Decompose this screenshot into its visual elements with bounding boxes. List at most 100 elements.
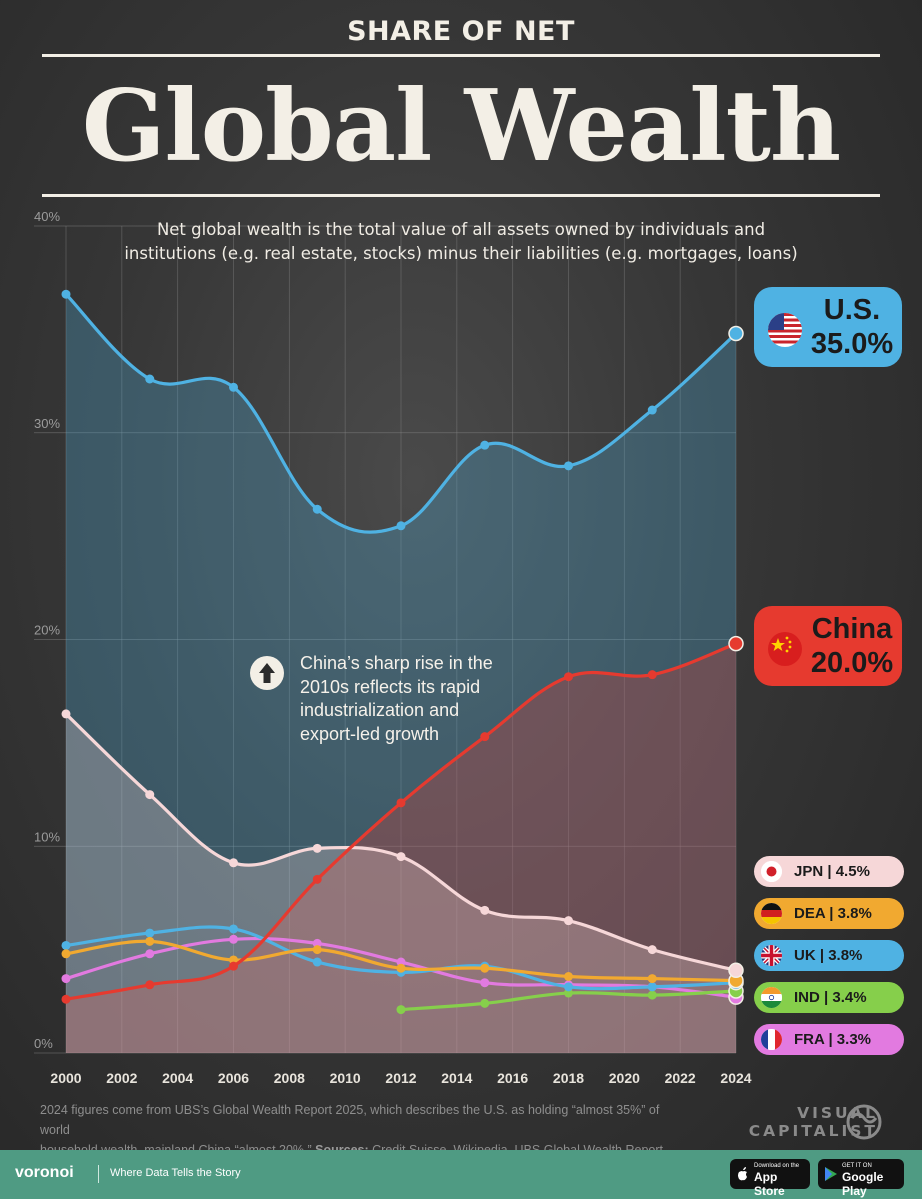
x-tick-label: 2000 xyxy=(50,1070,81,1086)
data-point-jpn xyxy=(647,945,657,955)
us-label-value: 35.0% xyxy=(810,328,894,360)
uk-label-text: UK | 3.8% xyxy=(794,947,863,964)
y-tick-label: 10% xyxy=(34,829,60,844)
data-point-us xyxy=(229,382,238,392)
x-tick-label: 2004 xyxy=(162,1070,193,1086)
data-point-uk xyxy=(145,928,155,938)
page-title: Global Wealth xyxy=(81,69,841,184)
series-area-china xyxy=(66,643,736,1053)
ind-label-text: IND | 3.4% xyxy=(794,989,867,1006)
google-play-text: Google Play xyxy=(842,1170,884,1198)
uk-flag-icon xyxy=(761,945,782,966)
data-point-china xyxy=(145,980,155,990)
data-point-dea xyxy=(564,972,573,982)
data-point-dea xyxy=(480,963,490,973)
data-point-uk xyxy=(61,940,71,950)
data-point-fra xyxy=(61,974,71,984)
data-point-fra xyxy=(396,957,406,967)
data-point-us xyxy=(480,440,490,450)
x-tick-label: 2010 xyxy=(330,1070,361,1086)
x-tick-label: 2018 xyxy=(553,1070,584,1086)
data-point-dea xyxy=(145,936,155,946)
data-point-china xyxy=(564,672,573,682)
x-tick-label: 2012 xyxy=(385,1070,416,1086)
x-tick-label: 2024 xyxy=(720,1070,751,1086)
data-point-fra xyxy=(229,934,238,944)
data-point-us xyxy=(61,289,71,299)
dea-label-text: DEA | 3.8% xyxy=(794,905,872,922)
data-point-jpn xyxy=(312,843,322,853)
annotation-line-3: industrialization and xyxy=(300,700,460,720)
annotation-line-1: China’s sharp rise in the xyxy=(300,653,493,673)
annotation-line-2: 2010s reflects its rapid xyxy=(300,676,481,697)
china-label-value: 20.0% xyxy=(810,647,894,679)
data-point-uk xyxy=(564,982,573,992)
app-store-small-text: Download on the xyxy=(754,1163,800,1169)
x-tick-label: 2002 xyxy=(106,1070,137,1086)
footnote-line-1: 2024 figures come from UBS’s Global Weal… xyxy=(40,1103,660,1137)
google-play-icon xyxy=(825,1167,837,1181)
data-point-china xyxy=(396,798,406,808)
brand-line-2: CAPITALIST xyxy=(748,1122,878,1140)
china-flag-icon xyxy=(768,632,802,666)
y-tick-label: 30% xyxy=(34,416,60,431)
germany-flag-icon xyxy=(761,903,782,924)
footer-tagline: Where Data Tells the Story xyxy=(110,1167,241,1179)
data-point-us xyxy=(312,504,322,514)
data-point-china xyxy=(480,732,490,742)
title-rule-bottom xyxy=(42,194,880,197)
data-point-fra xyxy=(312,938,322,948)
y-tick-label: 40% xyxy=(34,209,60,224)
us-flag-icon xyxy=(768,313,802,347)
y-tick-label: 0% xyxy=(34,1036,53,1051)
google-play-small-text: GET IT ON xyxy=(842,1163,872,1169)
voronoi-logo[interactable]: voronoi xyxy=(15,1164,74,1181)
title-rule-top xyxy=(42,54,880,57)
us-label: U.S. 35.0% xyxy=(754,287,902,367)
jpn-label-text: JPN | 4.5% xyxy=(794,863,870,880)
annotation-text: China’s sharp rise in the 2010s reflects… xyxy=(300,652,540,746)
dea-label: DEA | 3.8% xyxy=(754,898,904,929)
china-label-name: China xyxy=(811,613,893,645)
india-flag-icon xyxy=(761,987,782,1008)
france-flag-icon xyxy=(761,1029,782,1050)
subtitle: Net global wealth is the total value of … xyxy=(0,218,922,266)
data-point-jpn xyxy=(145,790,155,800)
data-point-us xyxy=(564,461,573,471)
data-point-us xyxy=(728,325,744,342)
footer-divider xyxy=(98,1165,99,1183)
x-tick-label: 2006 xyxy=(218,1070,249,1086)
y-tick-label: 20% xyxy=(34,623,60,638)
data-point-dea xyxy=(396,963,406,973)
data-point-china xyxy=(728,635,744,652)
data-point-uk xyxy=(312,957,322,967)
japan-flag-icon xyxy=(761,861,782,882)
data-point-uk xyxy=(647,982,657,992)
fra-label: FRA | 3.3% xyxy=(754,1024,904,1055)
app-store-button[interactable]: Download on the App Store xyxy=(730,1159,810,1198)
subtitle-line-1: Net global wealth is the total value of … xyxy=(156,220,766,239)
data-point-us xyxy=(145,374,155,384)
app-store-text: App Store xyxy=(754,1170,785,1198)
data-point-china xyxy=(61,994,71,1004)
data-point-china xyxy=(647,670,657,680)
fra-label-text: FRA | 3.3% xyxy=(794,1031,871,1048)
data-point-dea xyxy=(229,955,238,965)
visual-capitalist-mark-icon xyxy=(846,1104,882,1140)
apple-icon xyxy=(738,1167,747,1181)
x-tick-label: 2022 xyxy=(665,1070,696,1086)
data-point-fra xyxy=(145,949,155,959)
google-play-button[interactable]: GET IT ON Google Play xyxy=(818,1159,904,1198)
data-point-jpn xyxy=(564,916,573,926)
x-tick-label: 2020 xyxy=(609,1070,640,1086)
subtitle-line-2: institutions (e.g. real estate, stocks) … xyxy=(124,244,798,263)
x-tick-label: 2016 xyxy=(497,1070,528,1086)
data-point-jpn xyxy=(229,858,238,868)
uk-label: UK | 3.8% xyxy=(754,940,904,971)
data-point-jpn xyxy=(480,905,490,915)
us-label-name: U.S. xyxy=(823,294,881,326)
data-point-jpn xyxy=(61,709,71,719)
x-tick-label: 2008 xyxy=(274,1070,305,1086)
